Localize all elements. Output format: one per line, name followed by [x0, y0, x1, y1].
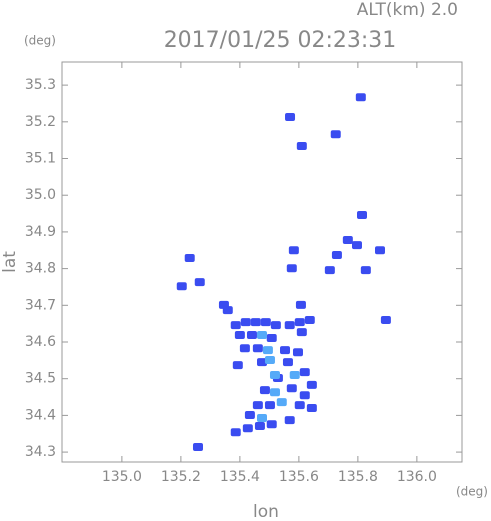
echo-cell [234, 331, 245, 340]
echo-cell [266, 333, 277, 342]
echo-cell [306, 380, 317, 389]
echo-cell [294, 318, 305, 327]
echo-cell [262, 346, 273, 355]
echo-cell [257, 358, 267, 367]
echo-cell [331, 251, 342, 260]
echo-cell [357, 211, 367, 220]
echo-cell [269, 388, 280, 397]
echo-cell [176, 282, 187, 291]
echo-cell [306, 404, 317, 413]
echo-cell [304, 315, 315, 324]
echo-cell [246, 331, 257, 340]
echo-cell [299, 391, 310, 400]
x-axis-label: lon [253, 502, 279, 521]
echo-cell [239, 344, 250, 353]
echo-cell [264, 401, 275, 410]
echo-cell [286, 264, 297, 273]
echo-cell [184, 253, 195, 262]
x-tick-label: 135.8 [338, 469, 378, 485]
echo-cell [284, 321, 295, 330]
y-unit: (deg) [24, 34, 56, 48]
echo-cell [194, 278, 205, 287]
echo-cell [257, 413, 267, 422]
echo-cell [296, 142, 307, 151]
echo-cell [232, 361, 243, 370]
echo-cell [360, 266, 371, 275]
echo-cell [222, 306, 233, 315]
echo-cell [355, 93, 366, 102]
echo-cell [240, 318, 251, 327]
altitude: ALT(km) 2.0 [357, 0, 458, 20]
plot-frame [61, 61, 463, 463]
echo-cell [374, 246, 385, 255]
y-tick-label: 34.4 [25, 407, 56, 423]
echo-cell [294, 401, 305, 410]
echo-cell [351, 241, 362, 250]
echo-cell [324, 266, 335, 275]
echo-cell [252, 344, 263, 353]
x-tick-label: 135.6 [279, 469, 319, 485]
echo-cell [244, 411, 255, 420]
echo-cell [266, 420, 277, 429]
echo-cell [276, 398, 287, 407]
echo-cell [264, 355, 275, 364]
y-tick-label: 34.7 [25, 297, 56, 313]
y-tick-label: 34.8 [25, 261, 56, 277]
echo-cell [254, 422, 265, 431]
y-axis-label: lat [0, 251, 20, 273]
echo-cell [285, 113, 296, 122]
x-tick-label: 135.0 [102, 469, 142, 485]
echo-cell [295, 300, 306, 309]
echo-cell [286, 384, 297, 393]
echo-cell [259, 386, 270, 395]
echo-cell [230, 428, 241, 437]
echo-cell [260, 318, 271, 327]
x-tick-label: 135.2 [161, 469, 201, 485]
echo-cell [280, 346, 291, 355]
echo-cell [284, 416, 295, 425]
echo-cell [270, 321, 281, 330]
echo-cell [269, 371, 280, 380]
echo-cell [242, 424, 253, 433]
x-unit: (deg) [456, 485, 488, 499]
echo-cell [342, 235, 353, 244]
echo-cell [250, 318, 261, 327]
echo-cell [330, 130, 341, 139]
echo-cell [257, 331, 267, 340]
echo-cell [292, 348, 303, 357]
echo-cell [289, 371, 300, 380]
y-tick-label: 35.2 [25, 114, 56, 130]
x-tick-label: 136.0 [397, 469, 437, 485]
y-tick-label: 35.1 [25, 151, 56, 167]
echo-cell [282, 358, 293, 367]
echo-cell [192, 442, 203, 451]
echo-cell [380, 315, 391, 324]
y-tick-label: 34.6 [25, 334, 56, 350]
echo-cell [252, 401, 263, 410]
echo-cell [230, 321, 241, 330]
y-tick-label: 34.3 [25, 444, 56, 460]
echo-cell [296, 328, 307, 337]
y-tick-label: 35.0 [25, 187, 56, 203]
chart-title: 2017/01/25 02:23:31 [164, 28, 397, 53]
y-tick-label: 35.3 [25, 77, 56, 93]
x-tick-label: 135.4 [220, 469, 260, 485]
echo-cell [288, 246, 299, 255]
y-tick-label: 34.9 [25, 224, 56, 240]
y-tick-label: 34.5 [25, 371, 56, 387]
echo-cell [299, 368, 310, 377]
